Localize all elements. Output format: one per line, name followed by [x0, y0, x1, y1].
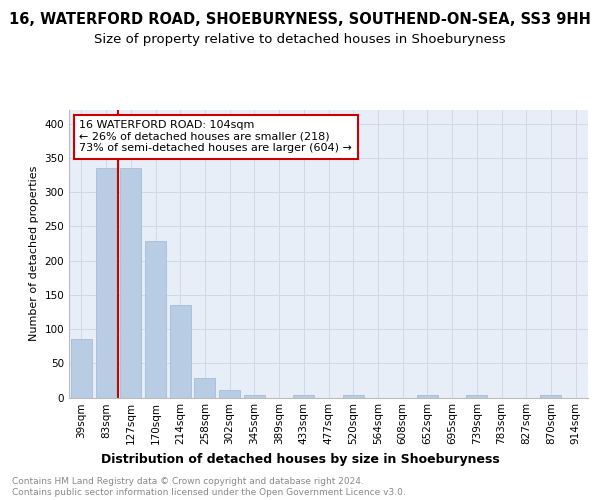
Text: 16, WATERFORD ROAD, SHOEBURYNESS, SOUTHEND-ON-SEA, SS3 9HH: 16, WATERFORD ROAD, SHOEBURYNESS, SOUTHE…	[9, 12, 591, 28]
Text: Contains HM Land Registry data © Crown copyright and database right 2024.
Contai: Contains HM Land Registry data © Crown c…	[12, 478, 406, 497]
Y-axis label: Number of detached properties: Number of detached properties	[29, 166, 39, 342]
Bar	[145, 242, 166, 398]
Bar	[120, 168, 141, 398]
Bar	[293, 395, 314, 398]
Text: Distribution of detached houses by size in Shoeburyness: Distribution of detached houses by size …	[101, 452, 499, 466]
Bar	[219, 390, 240, 398]
Text: Size of property relative to detached houses in Shoeburyness: Size of property relative to detached ho…	[94, 32, 506, 46]
Bar	[71, 340, 92, 398]
Bar	[343, 395, 364, 398]
Bar	[541, 396, 562, 398]
Bar	[244, 395, 265, 398]
Bar	[95, 168, 116, 398]
Bar	[194, 378, 215, 398]
Text: 16 WATERFORD ROAD: 104sqm
← 26% of detached houses are smaller (218)
73% of semi: 16 WATERFORD ROAD: 104sqm ← 26% of detac…	[79, 120, 352, 154]
Bar	[170, 305, 191, 398]
Bar	[466, 396, 487, 398]
Bar	[417, 396, 438, 398]
